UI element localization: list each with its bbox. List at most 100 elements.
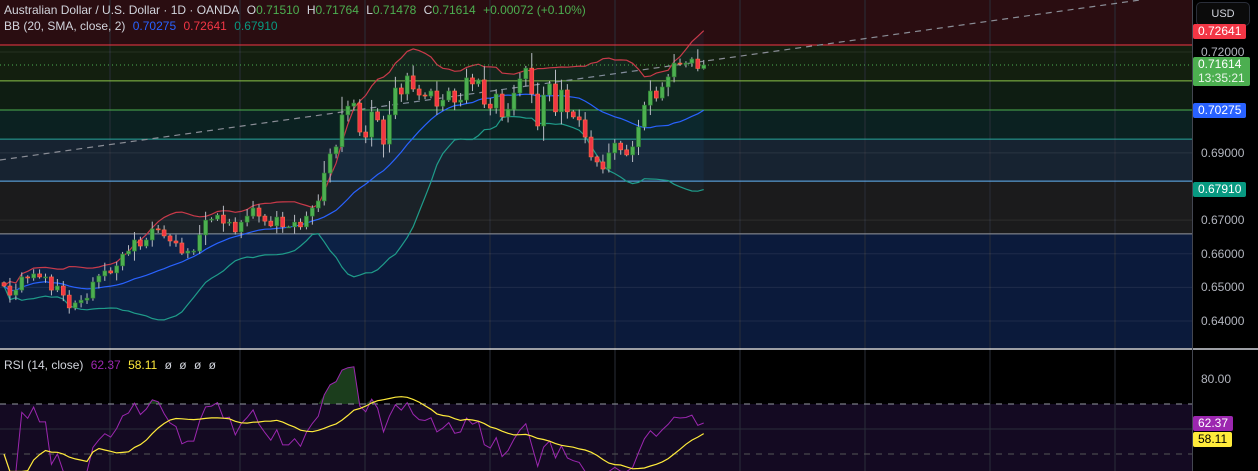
background-zone bbox=[0, 181, 1192, 234]
candle-body bbox=[209, 218, 214, 221]
candle-body bbox=[227, 221, 232, 224]
candle-body bbox=[149, 228, 155, 241]
bb-lower-line bbox=[3, 115, 704, 321]
candle-body bbox=[594, 156, 600, 163]
open-label: O bbox=[246, 3, 257, 17]
candle-body bbox=[464, 77, 469, 101]
symbol-legend: Australian Dollar / U.S. Dollar · 1D · O… bbox=[4, 3, 590, 17]
candle-body bbox=[458, 99, 463, 103]
rsi-ma-tag: 58.11 bbox=[1193, 432, 1233, 447]
trend-line bbox=[0, 0, 1141, 161]
bb-basis-tag: 0.70275 bbox=[1193, 103, 1247, 118]
bb-lower-value: 0.67910 bbox=[234, 19, 278, 33]
candle-body bbox=[399, 87, 404, 95]
candle-body bbox=[559, 89, 564, 113]
candle-body bbox=[197, 234, 202, 252]
rsi-legend[interactable]: RSI (14, close) 62.37 58.11 ø ø ø ø bbox=[4, 358, 220, 372]
candle-body bbox=[7, 285, 13, 296]
candle-body bbox=[298, 221, 303, 228]
candle-body bbox=[410, 75, 416, 90]
candle-body bbox=[339, 114, 345, 148]
candle-body bbox=[138, 239, 143, 247]
candle-body bbox=[96, 275, 102, 283]
candle-body bbox=[37, 273, 42, 278]
candle-body bbox=[428, 90, 434, 97]
ohlc-low: L0.71478 bbox=[366, 3, 416, 17]
price-axis-label: 0.67000 bbox=[1201, 213, 1245, 228]
candle-body bbox=[55, 285, 60, 291]
candle-body bbox=[630, 146, 635, 156]
candle-body bbox=[624, 149, 629, 156]
candle-body bbox=[327, 153, 333, 174]
price-axis-label: 0.65000 bbox=[1201, 280, 1245, 295]
candle-body bbox=[505, 108, 511, 118]
close-label: C bbox=[423, 3, 433, 17]
high-value: 0.71764 bbox=[315, 3, 359, 17]
bb-label: BB (20, SMA, close, 2) bbox=[4, 19, 126, 33]
candle-body bbox=[244, 215, 250, 223]
candle-body bbox=[203, 219, 208, 236]
candle-body bbox=[90, 281, 96, 299]
candle-body bbox=[369, 111, 374, 138]
bb-legend[interactable]: BB (20, SMA, close, 2) 0.70275 0.72641 0… bbox=[4, 19, 282, 33]
candle-body bbox=[482, 79, 487, 105]
candle-body bbox=[665, 76, 671, 88]
candle-body bbox=[221, 214, 226, 224]
candle-body bbox=[446, 90, 452, 101]
candle-body bbox=[565, 89, 570, 113]
candle-body bbox=[422, 94, 428, 97]
bar-countdown: 13:35:21 bbox=[1198, 71, 1245, 85]
rsi-label: RSI (14, close) bbox=[4, 358, 84, 372]
candle-body bbox=[357, 102, 363, 133]
candle-body bbox=[268, 220, 274, 227]
ohlc-open: O0.71510 bbox=[247, 3, 300, 17]
candle-body bbox=[553, 83, 558, 113]
candle-body bbox=[653, 90, 659, 99]
candle-body bbox=[416, 88, 422, 96]
rsi-ma-line bbox=[3, 396, 705, 471]
candle-body bbox=[161, 229, 167, 237]
price-axis-label: 0.66000 bbox=[1201, 246, 1245, 261]
rsi-extra-value: ø bbox=[179, 358, 187, 372]
candle-body bbox=[393, 87, 398, 116]
candle-body bbox=[280, 216, 286, 228]
candle-body bbox=[671, 62, 677, 78]
candle-body bbox=[683, 62, 689, 65]
candle-body bbox=[132, 239, 137, 252]
candle-body bbox=[541, 94, 546, 127]
candle-body bbox=[642, 104, 647, 128]
candle-body bbox=[529, 67, 535, 95]
candle-body bbox=[511, 92, 517, 110]
candle-body bbox=[31, 273, 36, 279]
candle-body bbox=[470, 77, 475, 85]
background-zone bbox=[0, 80, 1192, 111]
candle-body bbox=[108, 270, 114, 274]
candle-body bbox=[310, 207, 315, 217]
candle-body bbox=[250, 207, 256, 217]
candle-body bbox=[570, 111, 576, 118]
rsi-axis-label: 80.00 bbox=[1201, 372, 1232, 386]
candle-body bbox=[476, 79, 481, 85]
candle-body bbox=[215, 214, 220, 220]
candle-body bbox=[84, 297, 90, 301]
candle-body bbox=[588, 136, 594, 158]
rsi-extra-value: ø bbox=[208, 358, 216, 372]
candle-body bbox=[648, 90, 653, 106]
open-value: 0.71510 bbox=[256, 3, 300, 17]
candle-body bbox=[387, 114, 392, 145]
candle-body bbox=[333, 146, 339, 155]
rsi-extra-value: ø bbox=[193, 358, 202, 372]
candle-body bbox=[582, 119, 588, 138]
background-zone bbox=[0, 0, 1192, 45]
candle-body bbox=[315, 200, 321, 209]
bb-basis-line bbox=[3, 93, 705, 292]
candle-body bbox=[636, 126, 641, 148]
bb-basis-value: 0.70275 bbox=[132, 19, 177, 33]
candle-body bbox=[256, 207, 262, 217]
candle-body bbox=[618, 142, 624, 151]
candle-body bbox=[493, 93, 499, 109]
currency-button[interactable]: USD bbox=[1196, 2, 1250, 26]
rsi-extra-value: ø bbox=[164, 358, 172, 372]
candle-body bbox=[126, 250, 131, 255]
